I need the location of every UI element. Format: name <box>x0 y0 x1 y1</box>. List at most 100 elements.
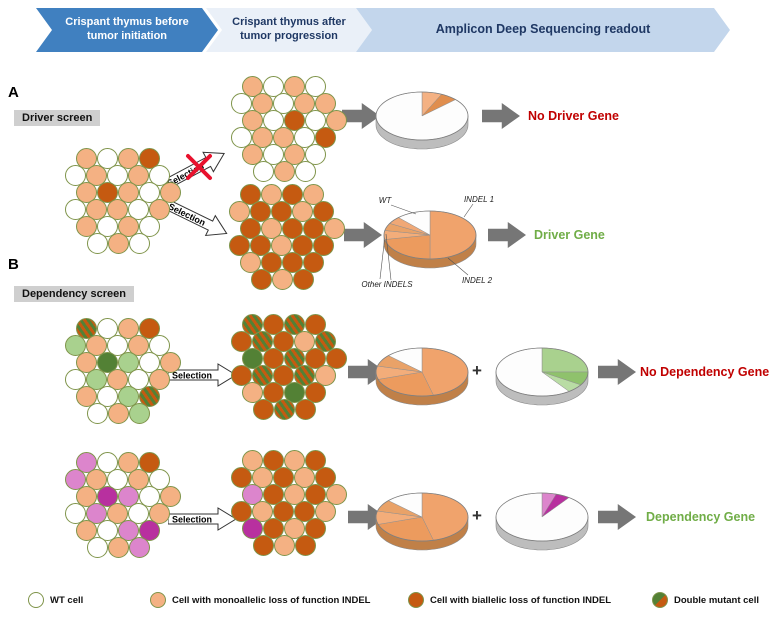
biallelic-indel-cell <box>271 201 292 222</box>
legend-item-wt: WT cell <box>28 592 83 608</box>
wt-cell <box>65 165 86 186</box>
legend-label: Double mutant cell <box>674 594 759 606</box>
monoallelic-indel-cell <box>324 218 345 239</box>
wt-cell <box>305 76 326 97</box>
selection-label: Selection <box>172 371 212 381</box>
monoallelic-indel-cell <box>108 537 129 558</box>
selection-label: Selection <box>167 201 207 228</box>
monoallelic-indel-cell <box>108 233 129 254</box>
no-selection-x-icon <box>186 154 212 180</box>
biallelic-indel-cell <box>295 535 316 556</box>
monoallelic-indel-cell <box>118 182 139 203</box>
monoallelic-indel-cell <box>272 269 293 290</box>
monoallelic-indel-cell <box>86 199 107 220</box>
double-mutant-cell <box>315 331 336 352</box>
wt-cell <box>97 520 118 541</box>
monoallelic-indel-cell <box>240 252 261 273</box>
wt-cell <box>139 216 160 237</box>
wt-cell <box>149 335 170 356</box>
dependency-screen-label: Dependency screen <box>14 286 134 302</box>
biallelic-indel-cell <box>263 314 284 335</box>
result-no-driver-gene: No Driver Gene <box>528 109 620 123</box>
monoallelic-indel-cell <box>242 144 263 165</box>
biallelic-indel-cell <box>229 235 250 256</box>
monoallelic-indel-cell <box>284 76 305 97</box>
biallelic-indel-cell <box>293 269 314 290</box>
panel-a-label: A <box>8 84 19 101</box>
monoallelic-green-cell <box>118 386 139 407</box>
wt-cell <box>149 165 170 186</box>
biallelic-indel-cell <box>273 331 294 352</box>
wt-cell <box>305 144 326 165</box>
result-driver-gene: Driver Gene <box>534 228 605 242</box>
monoallelic-indel-cell <box>160 182 181 203</box>
biallelic-indel-cell <box>231 501 252 522</box>
wt-cell <box>149 469 170 490</box>
biallelic-indel-cell <box>303 218 324 239</box>
wt-cell <box>294 127 315 148</box>
double-mutant-cell <box>294 365 315 386</box>
wt-cell <box>231 127 252 148</box>
monoallelic-indel-cell <box>261 218 282 239</box>
biallelic-indel-cell <box>305 382 326 403</box>
legend-item-double-mutant: Double mutant cell <box>652 592 759 608</box>
legend-label: Cell with biallelic loss of function IND… <box>430 594 612 606</box>
monoallelic-indel-cell <box>242 382 263 403</box>
monoallelic-indel-cell <box>242 110 263 131</box>
wt-cell <box>107 335 128 356</box>
biallelic-indel-cell <box>263 382 284 403</box>
wt-cell <box>87 233 108 254</box>
wt-cell <box>107 469 128 490</box>
biallelic-indel-cell <box>240 218 261 239</box>
monoallelic-pink-cell <box>86 503 107 524</box>
banner-text: Crispant thymus before tumor initiation <box>65 16 189 42</box>
monoallelic-indel-cell <box>149 199 170 220</box>
double-mutant-cell-swatch-icon <box>652 592 668 608</box>
biallelic-indel-cell <box>263 484 284 505</box>
driver-screen-label: Driver screen <box>14 110 101 126</box>
biallelic-indel-cell <box>305 450 326 471</box>
biallelic-pink-cell <box>97 486 118 507</box>
monoallelic-indel-cell <box>292 201 313 222</box>
monoallelic-indel-cell <box>76 520 97 541</box>
plus-sign: + <box>472 361 482 380</box>
wt-cell <box>107 165 128 186</box>
result-no-dependency-gene: No Dependency Gene <box>640 365 770 379</box>
biallelic-cell-swatch-icon <box>408 592 424 608</box>
wt-cell <box>139 352 160 373</box>
monoallelic-pink-cell <box>118 486 139 507</box>
wt-cell <box>139 486 160 507</box>
wt-cell <box>139 182 160 203</box>
biallelic-indel-cell <box>273 365 294 386</box>
monoallelic-indel-cell <box>128 335 149 356</box>
panel-b-label: B <box>8 256 19 273</box>
wt-cell-swatch-icon <box>28 592 44 608</box>
plus-sign: + <box>472 506 482 525</box>
legend-item-biallelic: Cell with biallelic loss of function IND… <box>408 592 611 608</box>
monoallelic-pink-cell <box>118 520 139 541</box>
banner-text: Crispant thymus after tumor progression <box>232 16 346 42</box>
result-dependency-gene: Dependency Gene <box>646 510 756 524</box>
banner-crispant-after-tumor: Crispant thymus after tumor progression <box>206 8 372 52</box>
monoallelic-indel-cell <box>108 403 129 424</box>
monoallelic-indel-cell <box>284 450 305 471</box>
biallelic-indel-cell <box>294 501 315 522</box>
selection-arrow-no-dependency: Selection <box>167 362 238 388</box>
biallelic-indel-cell <box>253 535 274 556</box>
monoallelic-indel-cell <box>252 93 273 114</box>
monoallelic-pink-cell <box>76 452 97 473</box>
monoallelic-indel-cell <box>76 216 97 237</box>
pie-driver-readout: WT INDEL 1 INDEL 2 Other INDELS <box>355 190 505 297</box>
biallelic-indel-cell <box>282 184 303 205</box>
monoallelic-indel-cell <box>160 486 181 507</box>
banner-amplicon-readout: Amplicon Deep Sequencing readout <box>356 8 730 52</box>
biallelic-indel-cell <box>305 484 326 505</box>
biallelic-indel-cell <box>305 348 326 369</box>
monoallelic-indel-cell <box>76 352 97 373</box>
biallelic-indel-cell <box>313 201 334 222</box>
monoallelic-indel-cell <box>261 184 282 205</box>
monoallelic-indel-cell <box>118 216 139 237</box>
monoallelic-indel-cell <box>294 467 315 488</box>
monoallelic-indel-cell <box>252 467 273 488</box>
